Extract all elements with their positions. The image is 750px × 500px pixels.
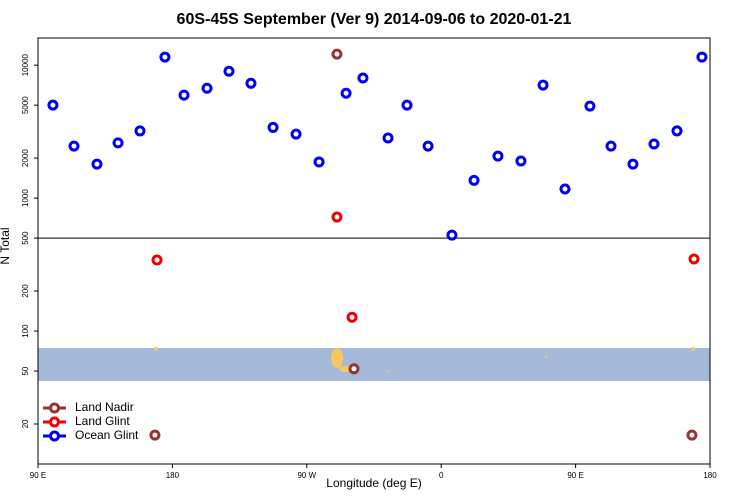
point — [627, 158, 639, 170]
y-tick-label: 50 — [21, 366, 30, 375]
point — [112, 137, 124, 149]
x-tick-label: 90 E — [30, 471, 46, 480]
y-tick-label: 1000 — [21, 189, 30, 207]
point — [178, 89, 190, 101]
point — [91, 158, 103, 170]
point — [245, 77, 257, 89]
point — [537, 79, 549, 91]
point — [605, 140, 617, 152]
point — [68, 140, 80, 152]
legend-marker — [49, 416, 60, 428]
point — [149, 429, 161, 441]
point — [151, 254, 163, 266]
point — [515, 155, 527, 167]
point — [223, 65, 235, 77]
legend-label: Land Nadir — [75, 400, 134, 414]
point — [559, 183, 571, 195]
point — [696, 51, 708, 63]
chart-title: 60S-45S September (Ver 9) 2014-09-06 to … — [177, 11, 572, 28]
y-tick-label: 200 — [21, 284, 30, 298]
point — [382, 132, 394, 144]
point — [688, 253, 700, 265]
x-tick-label: 90 W — [297, 471, 316, 480]
point — [492, 150, 504, 162]
point — [134, 125, 146, 137]
y-tick-label: 20 — [21, 419, 30, 428]
point — [584, 100, 596, 112]
legend-label: Ocean Glint — [75, 428, 139, 442]
point — [331, 211, 343, 223]
map-band — [38, 348, 710, 381]
y-tick-label: 100 — [21, 324, 30, 338]
point — [47, 99, 59, 111]
land-shapes — [154, 347, 695, 372]
point — [648, 138, 660, 150]
point — [686, 429, 698, 441]
plot-frame — [37, 37, 711, 465]
point — [201, 82, 213, 94]
x-tick-label: 180 — [166, 471, 180, 480]
point — [290, 128, 302, 140]
x-tick-label: 0 — [439, 471, 444, 480]
point — [401, 99, 413, 111]
y-tick-label: 10000 — [21, 53, 30, 76]
point — [331, 48, 343, 60]
point — [468, 174, 480, 186]
y-axis-title: N Total — [0, 227, 12, 264]
legend-marker — [49, 402, 60, 414]
point — [422, 140, 434, 152]
point — [357, 72, 369, 84]
point — [446, 229, 458, 241]
x-tick-label: 90 E — [567, 471, 583, 480]
point — [346, 311, 358, 323]
point — [159, 51, 171, 63]
point — [671, 125, 683, 137]
legend-marker — [49, 430, 60, 442]
point — [348, 363, 360, 375]
y-tick-label: 2000 — [21, 149, 30, 167]
y-tick-label: 500 — [21, 231, 30, 245]
y-tick-label: 5000 — [21, 96, 30, 114]
point — [267, 121, 279, 133]
x-tick-label: 180 — [703, 471, 717, 480]
legend-label: Land Glint — [75, 414, 130, 428]
x-axis-title: Longitude (deg E) — [326, 476, 421, 490]
point — [313, 156, 325, 168]
point — [340, 87, 352, 99]
